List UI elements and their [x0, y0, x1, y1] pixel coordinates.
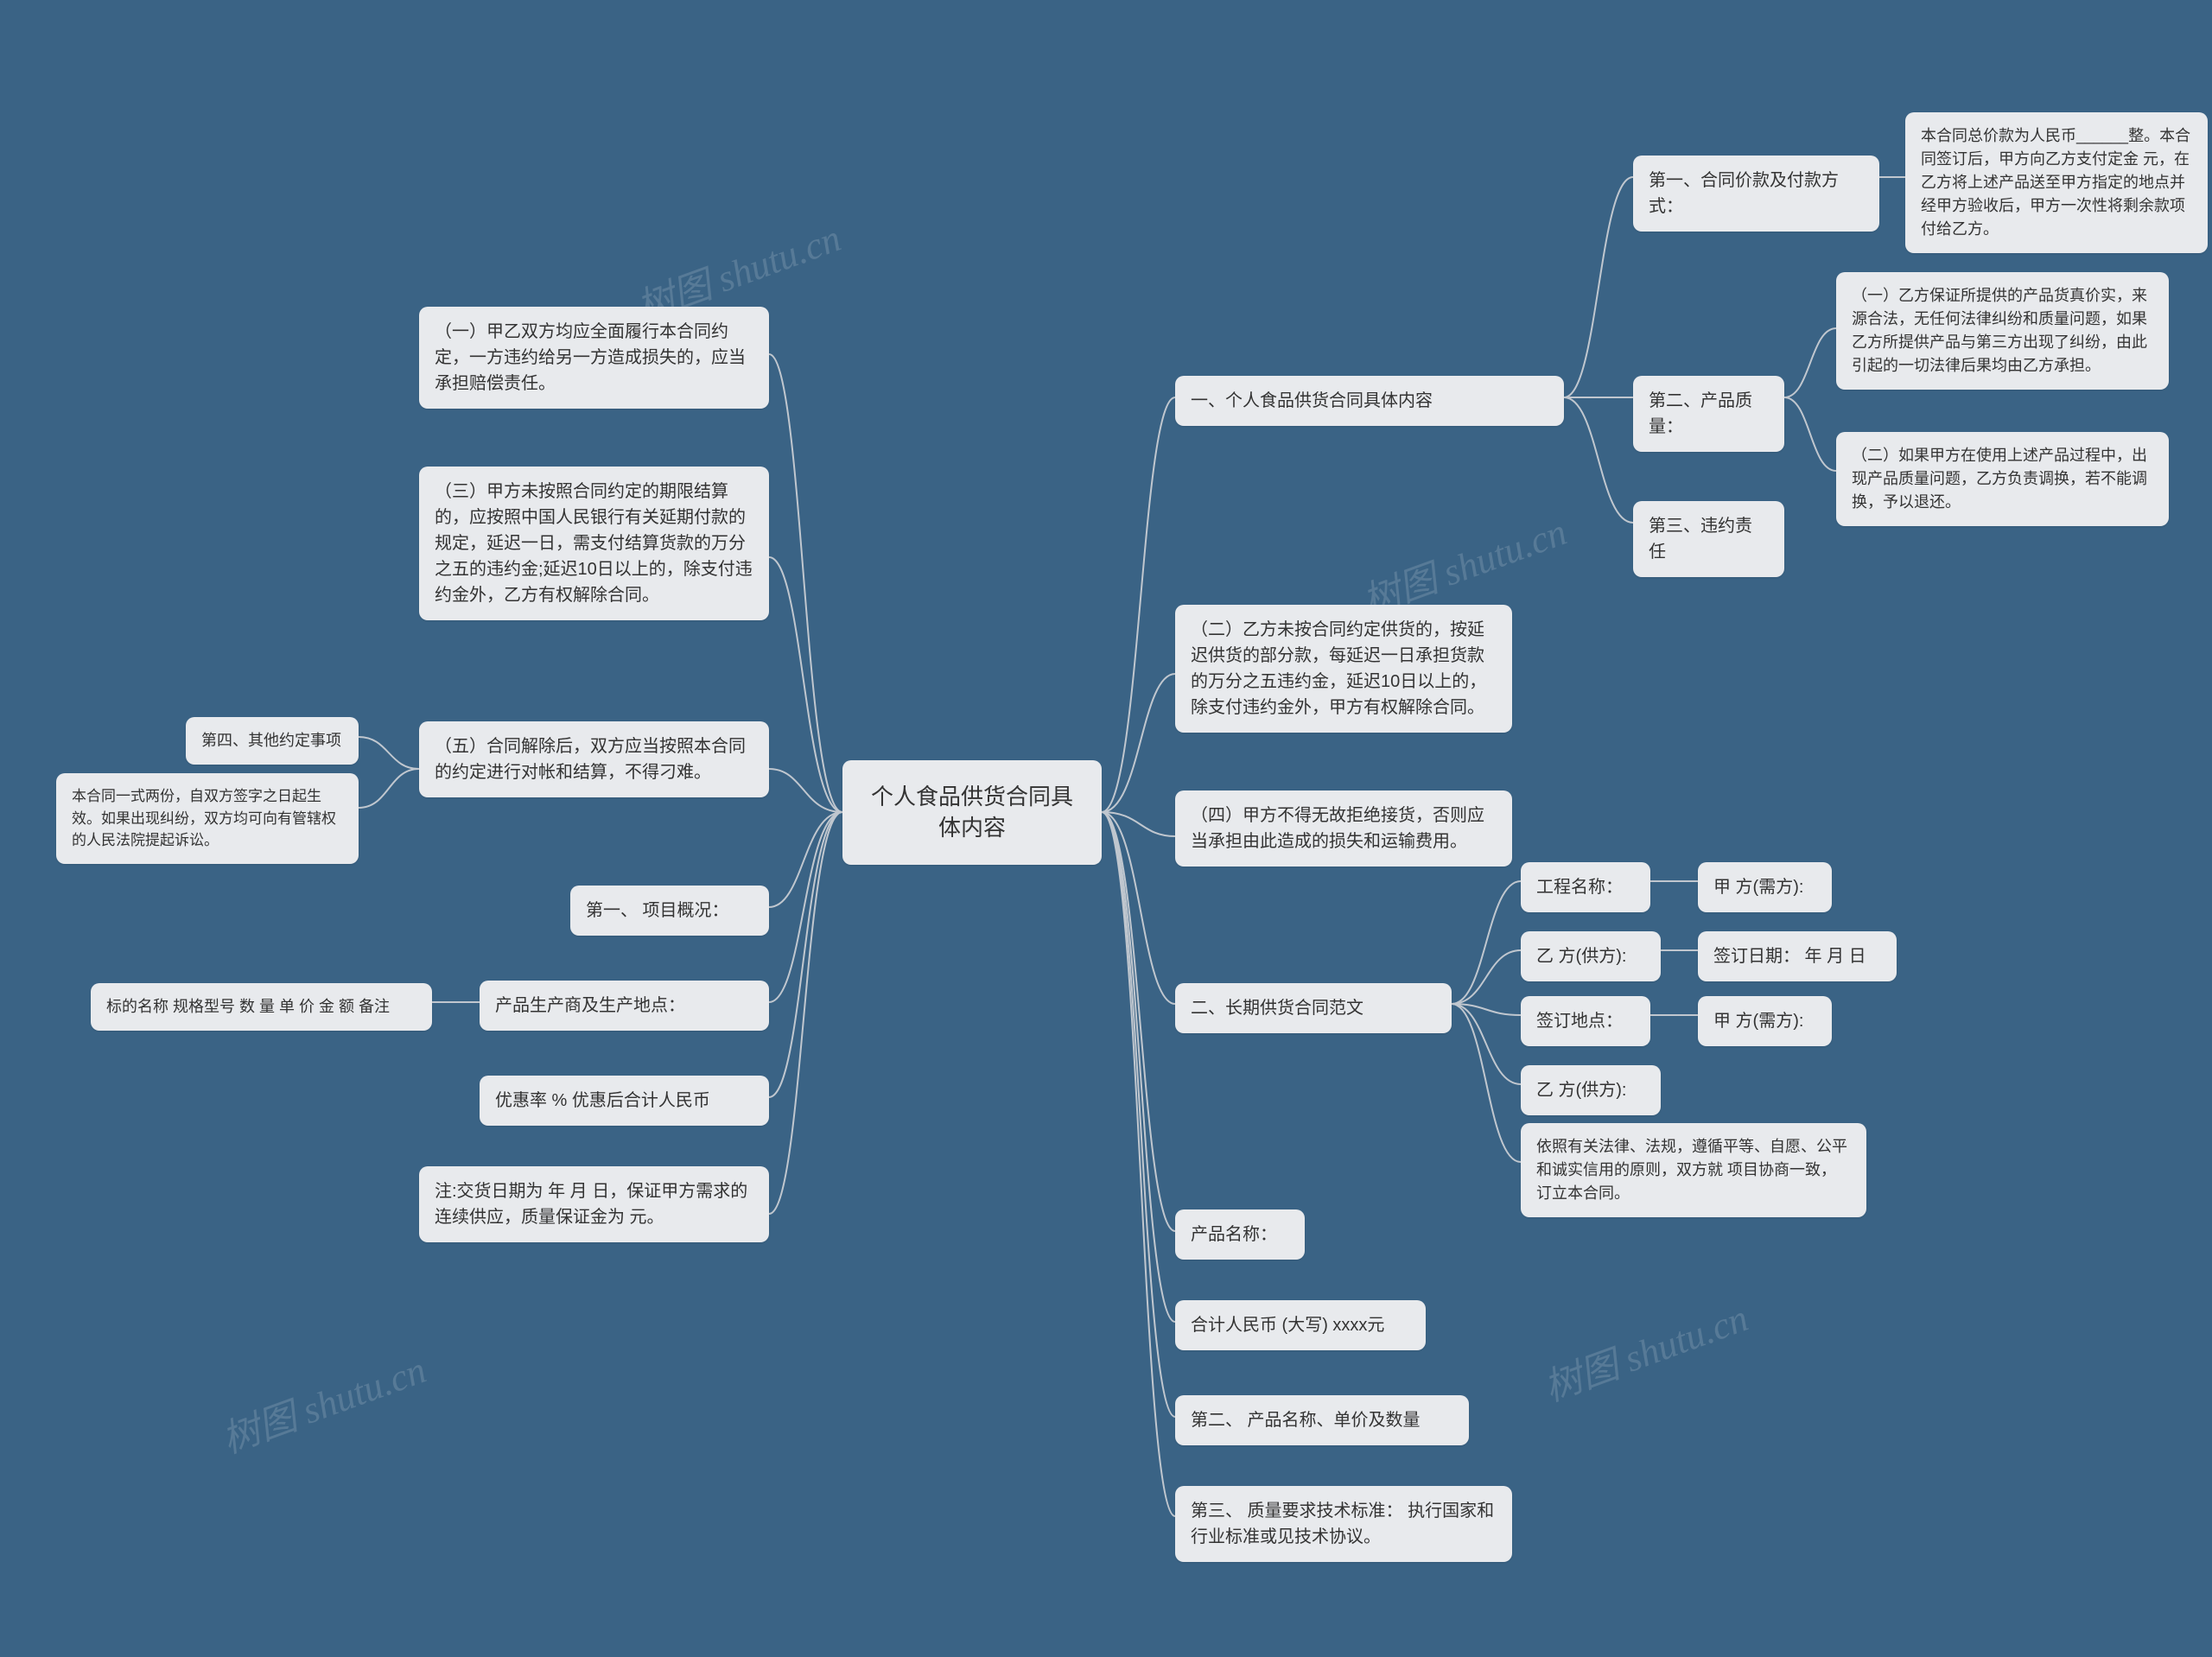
s1-c3-label: 第三、违约责任	[1633, 501, 1784, 577]
s1-c2-label: 第二、产品质量：	[1633, 376, 1784, 452]
s2-c1: 工程名称：	[1521, 862, 1650, 912]
node-l7: 注:交货日期为 年 月 日，保证甲方需求的连续供应，质量保证金为 元。	[419, 1166, 769, 1242]
s2-c4: 乙 方(供方):	[1521, 1065, 1661, 1115]
node-l3-sub2: 本合同一式两份，自双方签字之日起生效。如果出现纠纷，双方均可向有管辖权的人民法院…	[56, 773, 359, 864]
s2-c2-sub: 签订日期： 年 月 日	[1698, 931, 1897, 981]
s2-c5: 依照有关法律、法规，遵循平等、自愿、公平和诚实信用的原则，双方就 项目协商一致，…	[1521, 1123, 1866, 1217]
s2-c2: 乙 方(供方):	[1521, 931, 1661, 981]
watermark: 树图 shutu.cn	[213, 1339, 433, 1464]
node-r6: 第二、 产品名称、单价及数量	[1175, 1395, 1469, 1445]
s1-c1-detail: 本合同总价款为人民币______整。本合同签订后，甲方向乙方支付定金 元，在乙方…	[1905, 112, 2208, 253]
node-l5-sub: 标的名称 规格型号 数 量 单 价 金 额 备注	[91, 983, 432, 1031]
node-r3: （四）甲方不得无故拒绝接货，否则应当承担由此造成的损失和运输费用。	[1175, 790, 1512, 867]
root-node: 个人食品供货合同具体内容	[842, 760, 1102, 865]
node-r4: 产品名称：	[1175, 1209, 1305, 1260]
s2-c1-sub: 甲 方(需方):	[1698, 862, 1832, 912]
node-r7: 第三、 质量要求技术标准： 执行国家和行业标准或见技术协议。	[1175, 1486, 1512, 1562]
s1-c2-d1: （一）乙方保证所提供的产品货真价实，来源合法，无任何法律纠纷和质量问题，如果乙方…	[1836, 272, 2169, 390]
node-l1: （一）甲乙双方均应全面履行本合同约定，一方违约给另一方造成损失的，应当承担赔偿责…	[419, 307, 769, 409]
s1-c2-d2: （二）如果甲方在使用上述产品过程中，出现产品质量问题，乙方负责调换，若不能调换，…	[1836, 432, 2169, 526]
node-l3: （五）合同解除后，双方应当按照本合同的约定进行对帐和结算，不得刁难。	[419, 721, 769, 797]
node-l2: （三）甲方未按照合同约定的期限结算的，应按照中国人民银行有关延期付款的规定，延迟…	[419, 467, 769, 620]
node-l4: 第一、 项目概况：	[570, 886, 769, 936]
node-l5: 产品生产商及生产地点：	[480, 981, 769, 1031]
node-r5: 合计人民币 (大写) xxxx元	[1175, 1300, 1426, 1350]
section1-label: 一、个人食品供货合同具体内容	[1175, 376, 1564, 426]
watermark: 树图 shutu.cn	[1535, 1287, 1755, 1413]
s2-c3-sub: 甲 方(需方):	[1698, 996, 1832, 1046]
node-r2: （二）乙方未按合同约定供货的，按延迟供货的部分款，每延迟一日承担货款的万分之五违…	[1175, 605, 1512, 733]
s2-c3: 签订地点：	[1521, 996, 1650, 1046]
node-l6: 优惠率 % 优惠后合计人民币	[480, 1076, 769, 1126]
section2-label: 二、长期供货合同范文	[1175, 983, 1452, 1033]
s1-c1-label: 第一、合同价款及付款方式：	[1633, 156, 1879, 232]
node-l3-sub1: 第四、其他约定事项	[186, 717, 359, 765]
